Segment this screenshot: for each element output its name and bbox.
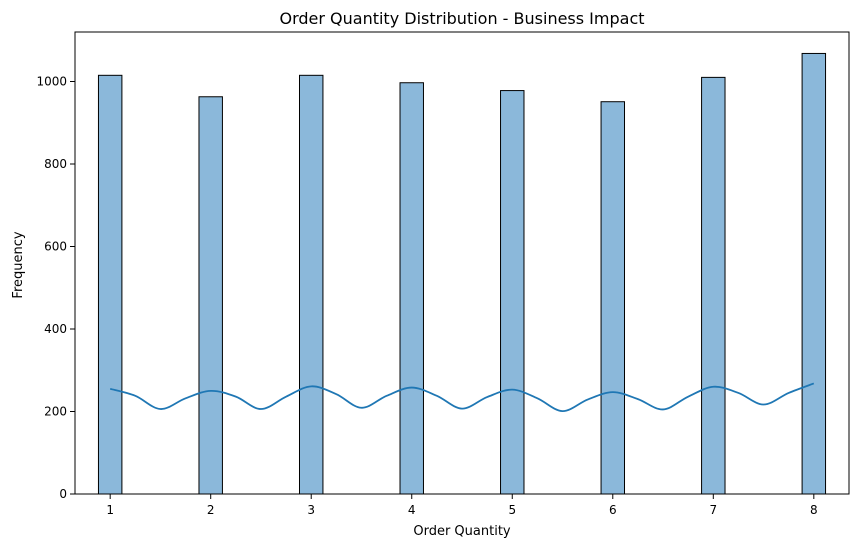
x-tick-label: 2 — [207, 503, 215, 517]
x-tick-label: 1 — [106, 503, 114, 517]
histogram-bar — [399, 82, 424, 495]
y-axis-label: Frequency — [11, 231, 26, 298]
x-tick-label: 5 — [508, 503, 516, 517]
y-tick-label: 600 — [44, 240, 67, 254]
y-tick-label: 400 — [44, 322, 67, 336]
x-axis-label: Order Quantity — [413, 524, 511, 539]
x-tick-label: 7 — [709, 503, 717, 517]
chart-title: Order Quantity Distribution - Business I… — [279, 9, 644, 28]
histogram-bar — [600, 101, 626, 495]
y-tick-label: 800 — [44, 157, 67, 171]
y-tick-label: 200 — [44, 405, 67, 419]
x-tick-label: 8 — [810, 503, 818, 517]
histogram-bar — [298, 74, 324, 495]
histogram-bar — [500, 90, 525, 495]
histogram-bar — [97, 74, 123, 495]
plot-frame — [74, 31, 850, 495]
histogram-bar — [198, 96, 223, 495]
kde-line — [109, 382, 815, 412]
x-tick-label: 6 — [609, 503, 617, 517]
histogram-bar — [701, 76, 726, 495]
x-tick-label: 4 — [408, 503, 416, 517]
x-tick-label: 3 — [307, 503, 315, 517]
y-tick-label: 0 — [59, 487, 67, 501]
histogram-bar — [801, 52, 827, 495]
y-tick-label: 1000 — [36, 75, 67, 89]
